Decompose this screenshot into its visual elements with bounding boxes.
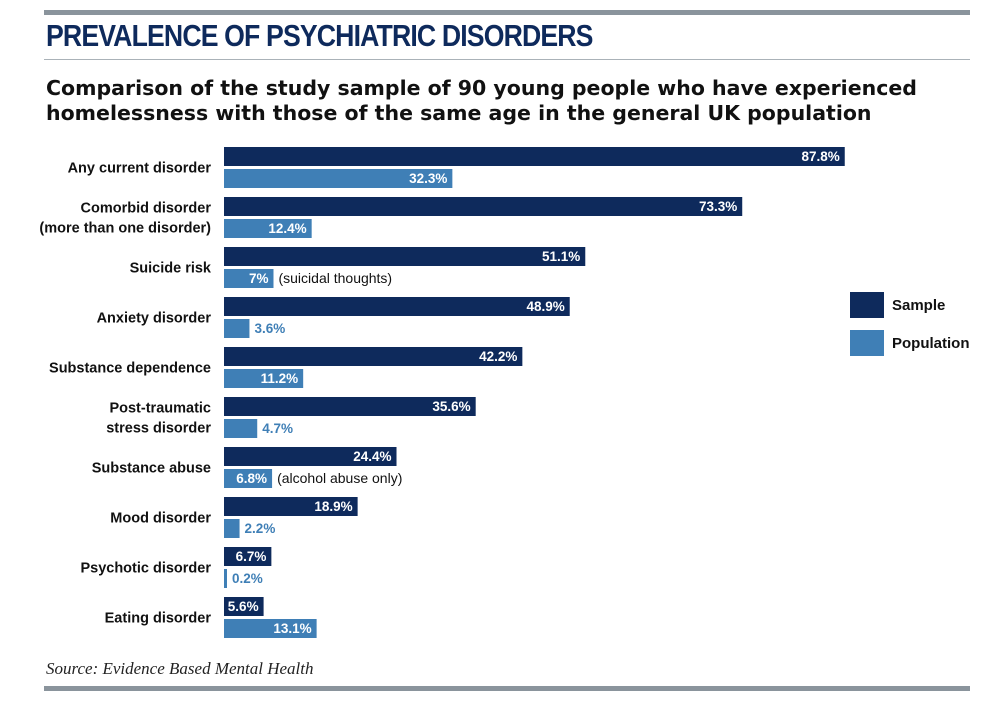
bar-population: [224, 419, 258, 438]
category-label: Mood disorder: [110, 511, 211, 527]
bar-population: [224, 619, 317, 638]
category-label: Anxiety disorder: [97, 311, 212, 327]
data-label: 4.7%: [262, 421, 293, 436]
data-label: 48.9%: [526, 299, 564, 314]
category-label: Substance dependence: [49, 361, 211, 377]
bar-sample: [224, 297, 570, 316]
data-label: 87.8%: [801, 149, 839, 164]
data-label: 12.4%: [268, 221, 306, 236]
data-label: 3.6%: [254, 321, 285, 336]
category-label: Eating disorder: [105, 611, 212, 627]
category-label: (more than one disorder): [39, 221, 211, 237]
bar-annotation: (alcohol abuse only): [277, 470, 402, 486]
data-label: 42.2%: [479, 349, 517, 364]
data-label: 7%: [249, 271, 269, 286]
legend-label: Population: [892, 335, 970, 352]
legend-label: Sample: [892, 297, 945, 314]
bar-population: [224, 269, 274, 288]
category-label: stress disorder: [106, 421, 211, 437]
bar-sample: [224, 397, 476, 416]
bar-sample: [224, 247, 586, 266]
category-label: Post-traumatic: [109, 401, 211, 417]
top-rule: [44, 10, 970, 15]
bar-population: [224, 169, 453, 188]
bar-population: [224, 519, 240, 538]
source-note: Source: Evidence Based Mental Health: [46, 659, 314, 678]
category-label: Substance abuse: [92, 461, 211, 477]
data-label: 24.4%: [353, 449, 391, 464]
data-label: 5.6%: [228, 599, 259, 614]
data-label: 73.3%: [699, 199, 737, 214]
bar-population: [224, 319, 250, 338]
data-label: 51.1%: [542, 249, 580, 264]
bar-population: [224, 219, 312, 238]
bar-sample: [224, 147, 845, 166]
bottom-rule: [44, 686, 970, 691]
data-label: 32.3%: [409, 171, 447, 186]
data-label: 18.9%: [314, 499, 352, 514]
category-label: Suicide risk: [130, 261, 212, 277]
data-label: 35.6%: [432, 399, 470, 414]
legend-swatch-population: [850, 330, 884, 356]
data-label: 0.2%: [232, 571, 263, 586]
bar-population: [224, 569, 227, 588]
bar-sample: [224, 597, 264, 616]
bar-population: [224, 369, 304, 388]
bar-sample: [224, 197, 743, 216]
data-label: 13.1%: [273, 621, 311, 636]
data-label: 11.2%: [261, 371, 299, 386]
bar-sample: [224, 347, 523, 366]
bar-chart: Any current disorder 87.8% 32.3% Comorbid d…: [39, 145, 970, 639]
data-label: 6.8%: [236, 471, 267, 486]
category-label: Any current disorder: [68, 161, 212, 177]
bar-annotation: (suicidal thoughts): [278, 270, 392, 286]
legend-swatch-sample: [850, 292, 884, 318]
category-label: Psychotic disorder: [80, 561, 211, 577]
title-divider: [44, 59, 970, 60]
data-label: 6.7%: [236, 549, 267, 564]
category-label: Comorbid disorder: [80, 201, 211, 217]
chart-title: PREVALENCE OF PSYCHIATRIC DISORDERS: [46, 18, 593, 53]
chart-subtitle: Comparison of the study sample of 90 you…: [46, 76, 917, 125]
bar-sample: [224, 547, 272, 566]
bar-sample: [224, 497, 358, 516]
data-label: 2.2%: [245, 521, 276, 536]
bar-population: [224, 469, 273, 488]
bar-sample: [224, 447, 397, 466]
